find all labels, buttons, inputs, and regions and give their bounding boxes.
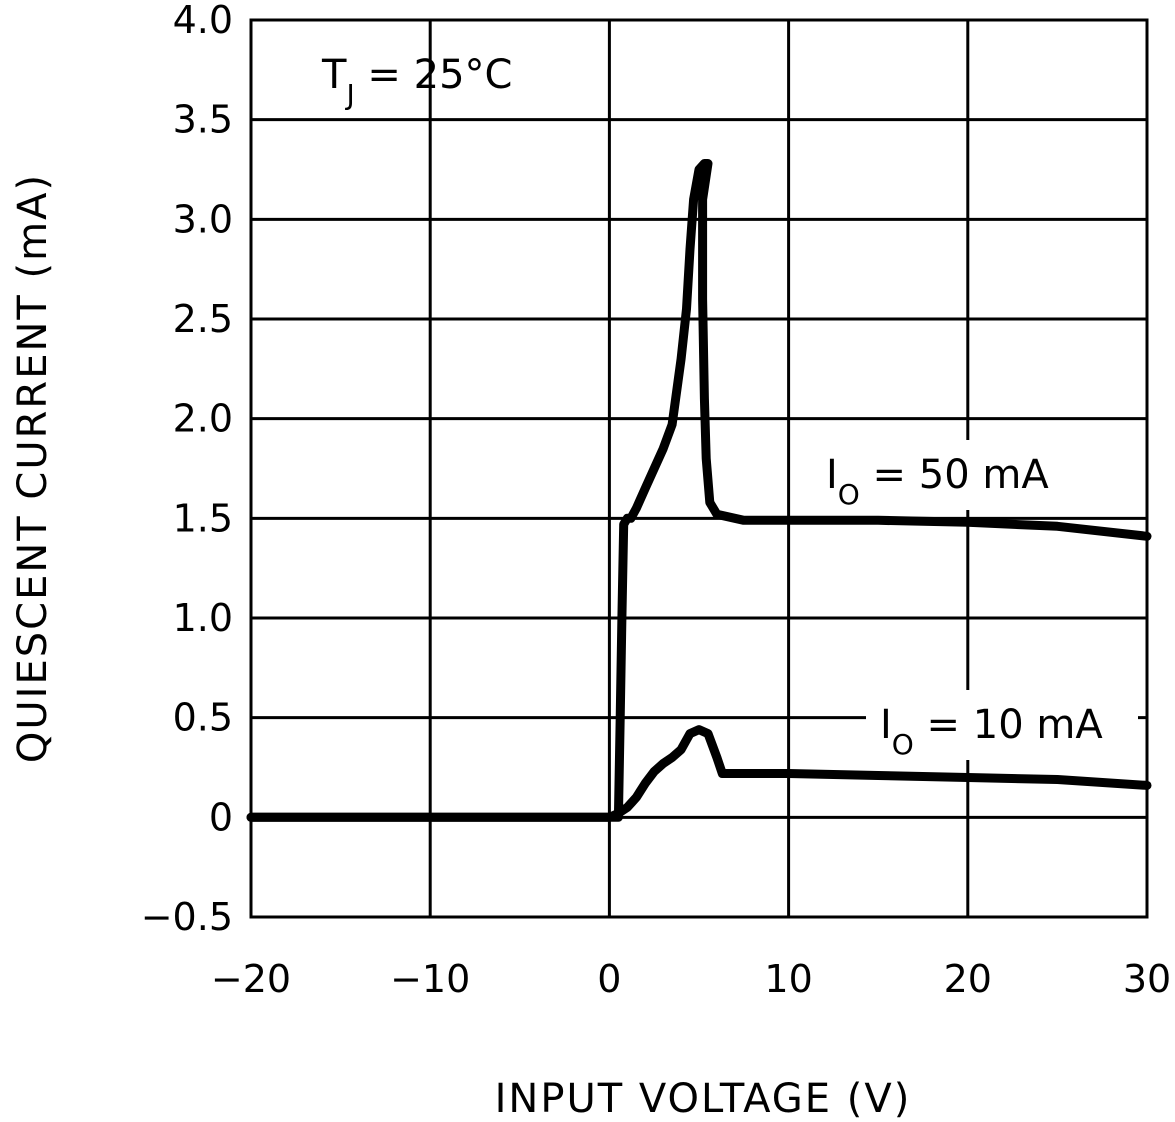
series-line-50ma	[246, 159, 1152, 822]
y-tick-label: 0	[209, 795, 233, 839]
y-tick-label: 3.0	[173, 197, 233, 241]
series-label-50ma: IO = 50 mA	[826, 452, 1049, 511]
series-label-50ma-background	[812, 440, 1080, 510]
x-tick-label: 10	[764, 957, 812, 1001]
series-lines	[246, 159, 1152, 822]
x-tick-label: 20	[944, 957, 992, 1001]
y-tick-label: 1.5	[173, 496, 233, 540]
tick-labels: −20 −10 0 10 20 30 −0.5 0 0.5 1.0 1.5 2.0 2.5 3.0 3.5 4…	[141, 0, 1171, 1001]
y-axis-title: QUIESCENT CURRENT (mA)	[10, 173, 56, 763]
x-tick-label: 0	[597, 957, 621, 1001]
series-label-10ma-background	[866, 690, 1138, 760]
y-tick-label: 0.5	[173, 696, 233, 740]
y-tick-label: −0.5	[141, 895, 233, 939]
series-line-10ma	[246, 725, 1152, 822]
x-tick-label: −20	[211, 957, 291, 1001]
y-tick-label: 4.0	[173, 0, 233, 42]
y-tick-label: 2.0	[173, 397, 233, 441]
x-tick-label: −10	[390, 957, 470, 1001]
junction-temperature-annotation: TJ = 25°C	[321, 52, 512, 111]
plot-frame	[249, 18, 1149, 919]
y-tick-label: 1.0	[173, 596, 233, 640]
y-tick-label: 3.5	[173, 98, 233, 142]
x-axis-title: INPUT VOLTAGE (V)	[495, 1076, 912, 1122]
y-tick-label: 2.5	[173, 297, 233, 341]
series-label-10ma: IO = 10 mA	[880, 702, 1103, 761]
x-tick-label: 30	[1123, 957, 1171, 1001]
